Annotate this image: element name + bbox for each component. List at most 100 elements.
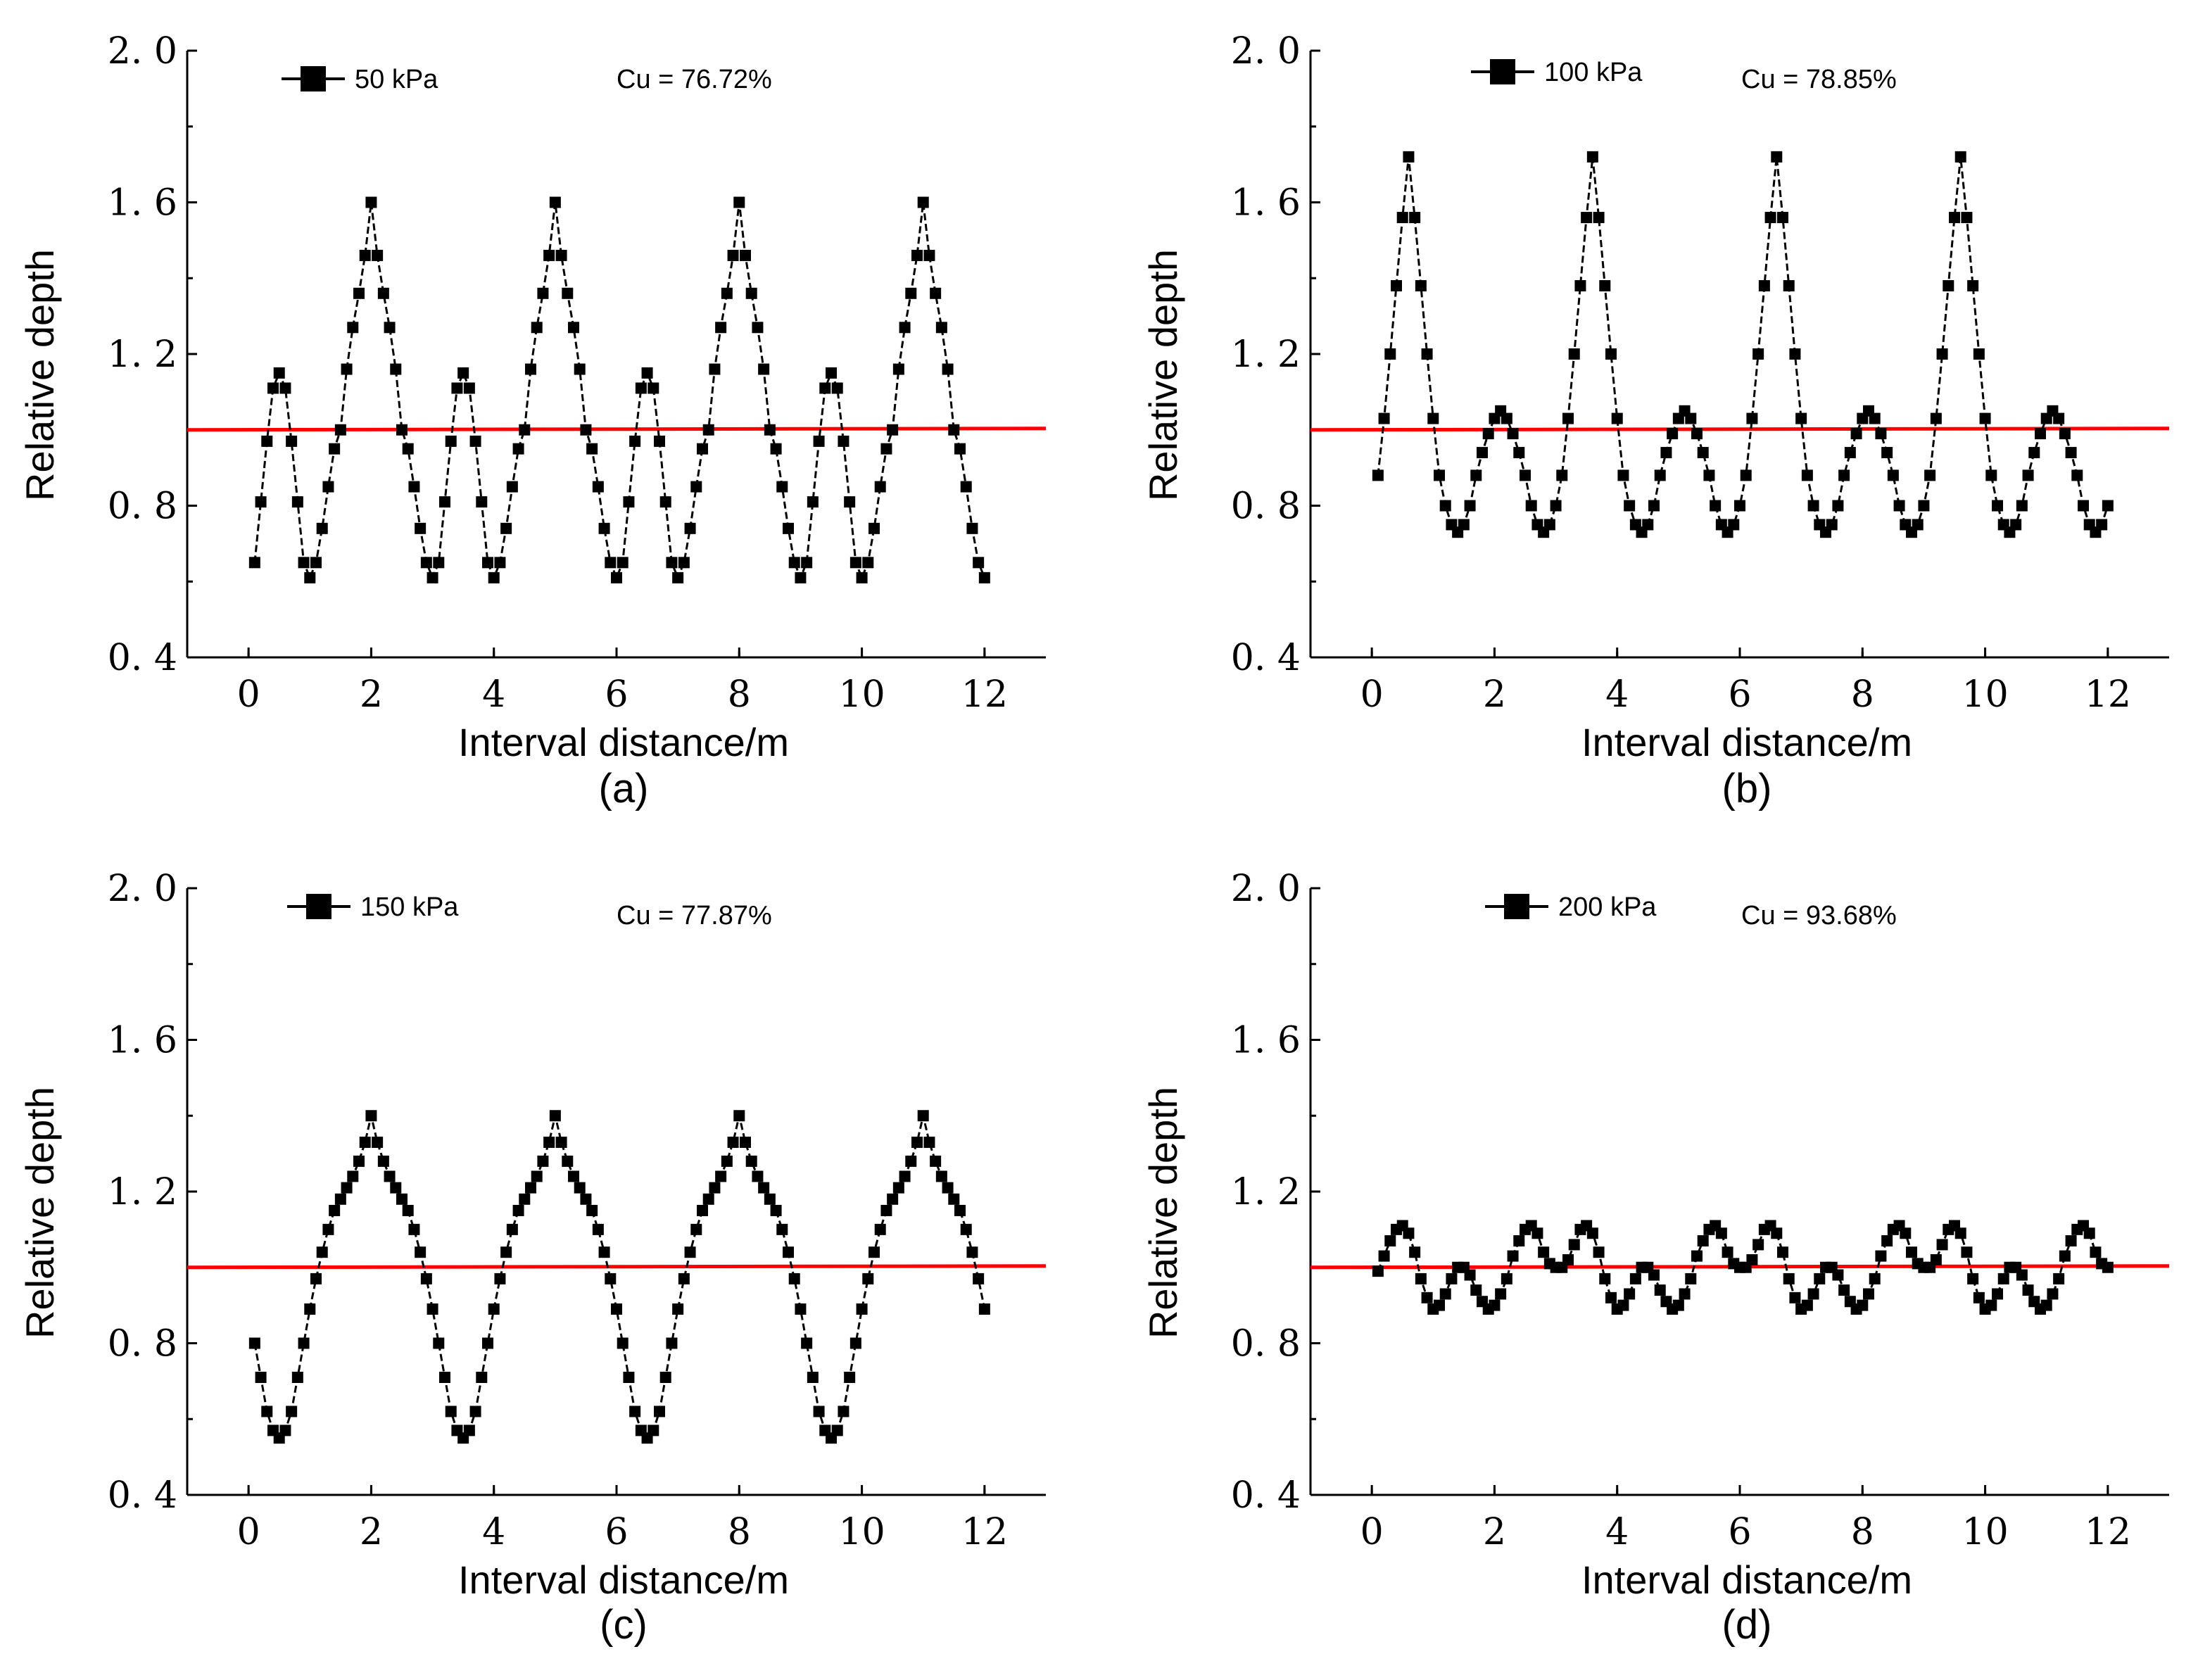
data-point — [1838, 469, 1850, 481]
data-point — [1538, 1246, 1550, 1258]
data-point — [580, 1193, 592, 1205]
x-tick-label: 4 — [1605, 1511, 1629, 1553]
data-point — [1482, 428, 1494, 440]
data-point — [973, 1272, 985, 1284]
x-tick-label: 0 — [237, 1511, 260, 1553]
data-point — [727, 249, 739, 261]
data-point — [905, 287, 917, 299]
data-point — [408, 1223, 420, 1235]
cu-annotation: Cu = 77.87% — [617, 901, 772, 930]
data-point — [2090, 1246, 2102, 1258]
data-point — [1814, 1272, 1826, 1284]
y-tick-label: 1. 6 — [108, 1020, 177, 1062]
data-point — [537, 287, 549, 299]
data-point — [788, 1272, 800, 1284]
data-point — [838, 1406, 849, 1417]
data-point — [1985, 1299, 1997, 1311]
data-point — [402, 1204, 414, 1216]
data-point — [427, 1303, 438, 1315]
data-point — [1691, 428, 1703, 440]
data-point — [396, 424, 408, 436]
y-axis-label: Relative depth — [18, 1087, 62, 1339]
data-point — [1771, 1227, 1783, 1239]
data-point — [849, 557, 861, 569]
data-point — [1973, 1291, 1985, 1303]
data-point — [1507, 1250, 1519, 1262]
data-point — [1746, 1253, 1758, 1265]
data-point — [2010, 519, 2022, 531]
data-point — [745, 287, 757, 299]
data-point — [1586, 151, 1598, 163]
data-point — [776, 481, 788, 493]
data-point — [1667, 428, 1679, 440]
data-point — [605, 1272, 617, 1284]
x-tick-label: 0 — [1360, 674, 1384, 716]
data-point — [500, 1246, 512, 1258]
panel-caption: (c) — [600, 1602, 648, 1648]
panel-caption: (b) — [1722, 766, 1772, 811]
data-point — [1599, 280, 1611, 292]
data-point — [617, 1337, 629, 1349]
data-point — [439, 496, 450, 508]
data-point — [261, 435, 273, 447]
data-point — [592, 1223, 604, 1235]
data-point — [525, 1182, 536, 1194]
data-point — [310, 557, 322, 569]
y-tick-label: 0. 8 — [108, 1323, 177, 1365]
data-point — [2102, 500, 2114, 512]
y-tick-label: 1. 6 — [1231, 1020, 1301, 1062]
data-point — [709, 1182, 721, 1194]
data-point — [1568, 348, 1580, 360]
data-point — [635, 382, 647, 394]
x-axis-label: Interval distance/m — [1581, 1558, 1912, 1602]
data-point — [1997, 1272, 2009, 1284]
data-point — [1912, 519, 1924, 531]
data-point — [1520, 469, 1531, 481]
data-point — [923, 249, 935, 261]
data-point — [2053, 1272, 2065, 1284]
y-tick-label: 1. 2 — [108, 334, 177, 376]
data-point — [476, 1371, 488, 1383]
x-axis-label: Interval distance/m — [458, 1558, 789, 1602]
data-point — [629, 435, 641, 447]
data-point — [966, 1246, 978, 1258]
data-point — [286, 1406, 298, 1417]
data-point — [654, 435, 665, 447]
data-point — [592, 481, 604, 493]
data-point — [1807, 1288, 1819, 1300]
data-point — [1832, 500, 1844, 512]
data-point — [377, 287, 389, 299]
data-point — [727, 1136, 739, 1148]
data-point — [347, 1170, 359, 1182]
data-point — [659, 1371, 671, 1383]
data-point — [574, 363, 586, 375]
data-point — [1710, 500, 1722, 512]
data-point — [702, 1193, 714, 1205]
data-point — [372, 249, 384, 261]
data-point — [1415, 1272, 1427, 1284]
data-point — [807, 496, 819, 508]
data-point — [740, 249, 751, 261]
data-point — [500, 522, 512, 534]
data-point — [1586, 1227, 1598, 1239]
data-point — [1954, 151, 1966, 163]
data-point — [372, 1136, 384, 1148]
x-tick-label: 2 — [360, 1511, 383, 1553]
data-point — [715, 322, 727, 334]
data-point — [433, 557, 445, 569]
x-tick-label: 2 — [1483, 1511, 1506, 1553]
data-point — [1525, 500, 1537, 512]
data-point — [488, 1303, 500, 1315]
data-point — [1728, 519, 1740, 531]
data-point — [899, 322, 911, 334]
data-point — [954, 1204, 966, 1216]
data-point — [1599, 1272, 1611, 1284]
data-point — [721, 287, 733, 299]
panel-caption: (d) — [1722, 1602, 1772, 1648]
cu-annotation: Cu = 93.68% — [1741, 901, 1897, 930]
data-point — [1439, 1288, 1451, 1300]
data-point — [923, 1136, 935, 1148]
data-point — [1893, 500, 1905, 512]
data-point — [1421, 1291, 1433, 1303]
data-point — [1372, 469, 1384, 481]
